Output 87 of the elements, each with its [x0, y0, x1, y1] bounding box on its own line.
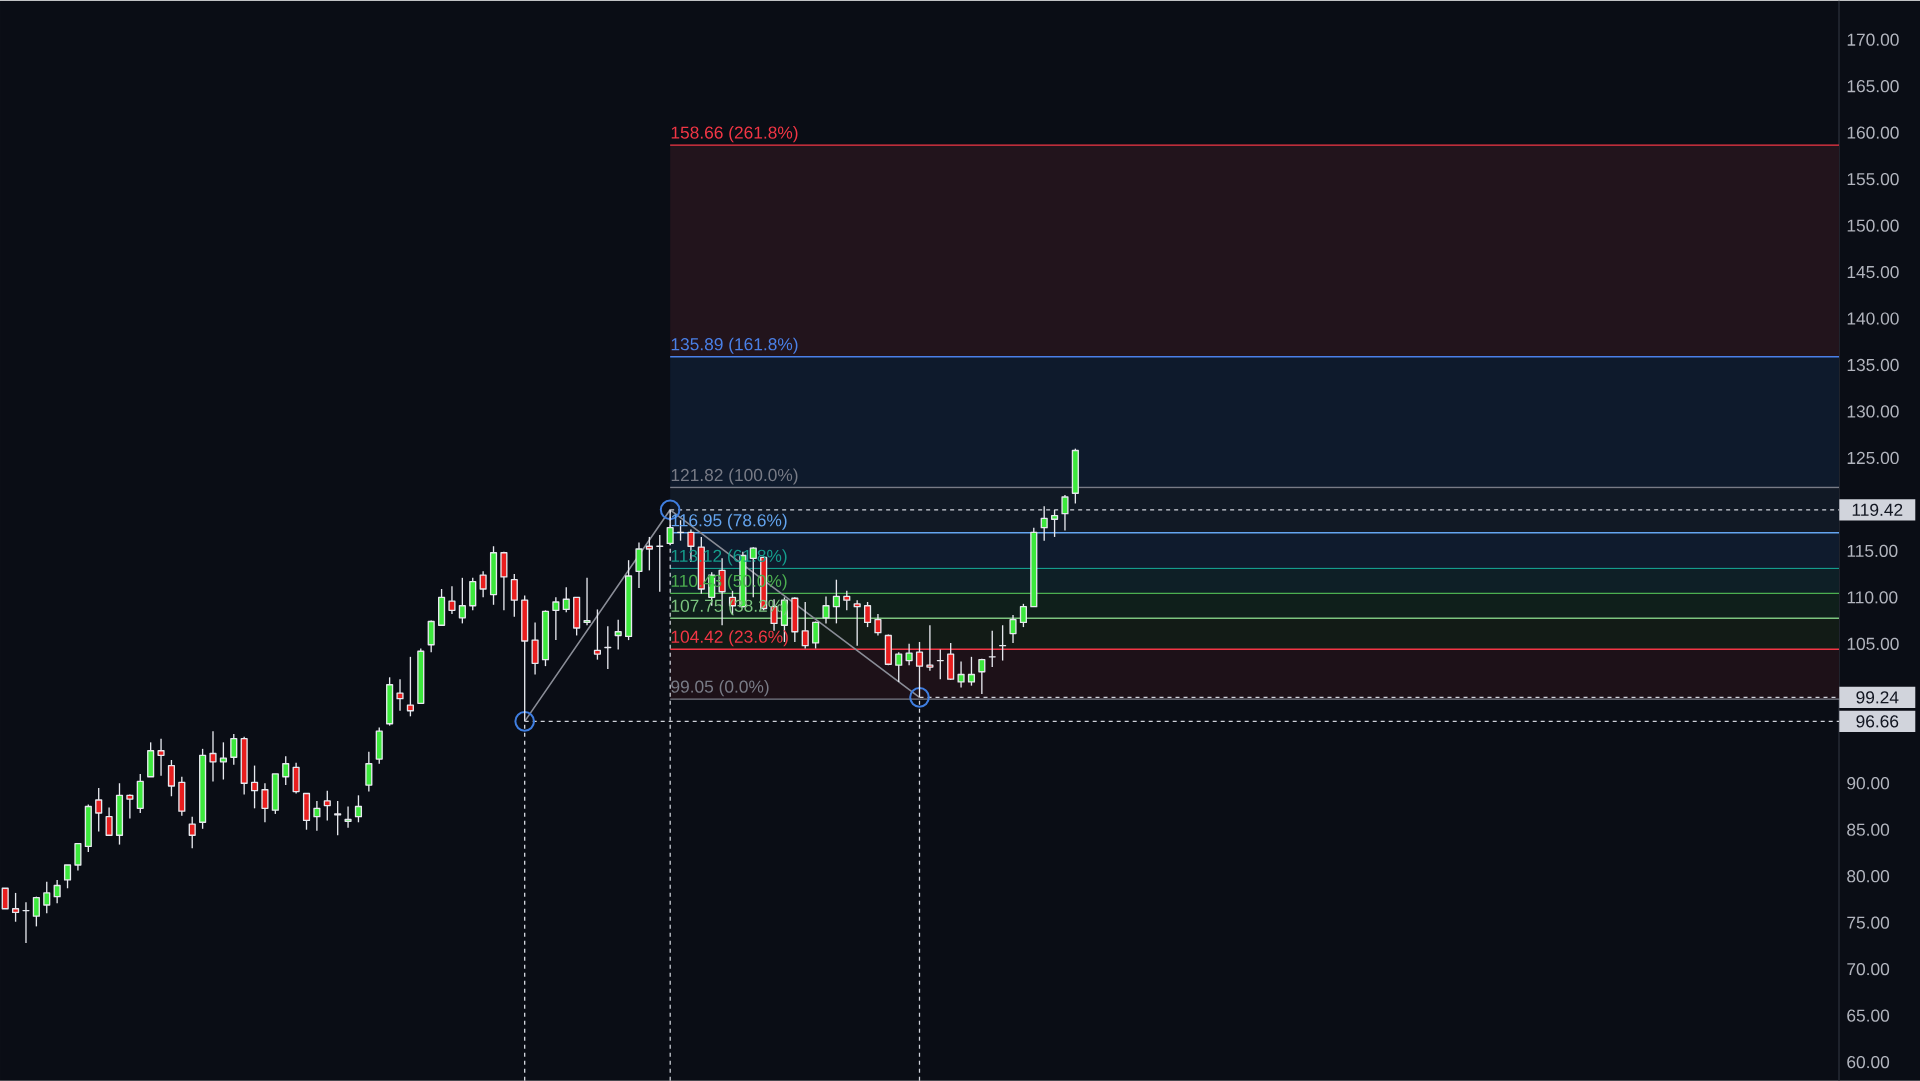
candlestick [105, 806, 113, 836]
candlestick [167, 759, 176, 797]
candlestick [1051, 509, 1059, 538]
ref-line-label: 158.66 (261.8%) [671, 125, 798, 143]
candlestick [843, 590, 851, 611]
candlestick [209, 730, 217, 782]
candlestick [448, 585, 456, 615]
candlestick [427, 619, 435, 653]
y-tick-label: 130.00 [1847, 405, 1899, 418]
y-tick-label: 170.00 [1847, 33, 1899, 46]
candlestick [957, 660, 965, 689]
y-tick-label: 80.00 [1847, 869, 1890, 883]
candlestick [801, 601, 809, 649]
candlestick [531, 621, 539, 676]
candlestick [282, 755, 290, 786]
candlestick [126, 793, 134, 820]
candlestick [895, 651, 903, 683]
ref-line-label: 99.05 (0.0%) [671, 679, 769, 697]
candlestick [365, 750, 373, 793]
ref-line-label: 104.42 (23.6%) [671, 629, 788, 647]
candlestick [853, 599, 861, 647]
candlestick [188, 815, 196, 849]
candlestick [43, 880, 51, 914]
candlestick [95, 787, 103, 833]
candlestick [12, 892, 20, 923]
candlestick [510, 573, 518, 618]
candlestick [593, 608, 601, 661]
candlestick [583, 577, 591, 626]
y-tick-label: 115.00 [1847, 544, 1898, 557]
y-tick-label: 160.00 [1847, 126, 1899, 139]
candlestick [344, 805, 352, 829]
candlestick [562, 586, 570, 613]
y-tick-label: 65.00 [1847, 1009, 1890, 1022]
candlestick [874, 613, 882, 636]
y-tick-label: 105.00 [1847, 637, 1899, 650]
candlestick [645, 536, 653, 571]
candlestick [635, 541, 643, 589]
y-tick-label: 110.00 [1847, 591, 1898, 604]
candlestick [458, 577, 466, 624]
candlestick [905, 643, 913, 666]
y-tick-label: 60.00 [1847, 1055, 1890, 1069]
candlestick [334, 800, 342, 836]
candlestick [967, 656, 976, 687]
y-tick-label: 85.00 [1847, 823, 1890, 836]
ref-line-label: 121.82 (100.0%) [671, 468, 798, 485]
candlestick [1019, 603, 1027, 628]
y-tick-label: 165.00 [1847, 79, 1899, 93]
candlestick [1061, 494, 1069, 531]
candlestick [157, 737, 165, 777]
ref-line-label: 99.24 [1856, 691, 1899, 704]
candlestick [479, 570, 487, 598]
ref-line-label: 135.89 (161.8%) [671, 337, 798, 354]
candlestick [323, 789, 331, 821]
y-tick-label: 140.00 [1847, 312, 1899, 325]
y-tick-label: 155.00 [1847, 172, 1899, 186]
candlestick [261, 782, 269, 823]
y-tick-label: 145.00 [1847, 265, 1899, 279]
y-tick-label: 135.00 [1847, 358, 1899, 371]
candlestick [915, 641, 924, 698]
candlestick [1040, 505, 1048, 542]
candlestick [1009, 614, 1017, 644]
candlestick [230, 733, 238, 766]
candlestick [832, 578, 840, 624]
candlestick [63, 864, 72, 889]
y-tick-label: 70.00 [1847, 962, 1890, 976]
candlestick [53, 879, 61, 904]
candlestick [822, 595, 830, 624]
candlestick [863, 601, 872, 628]
candlestick [552, 596, 560, 641]
candlestick [614, 618, 622, 650]
candlestick [74, 842, 82, 872]
y-tick-label: 90.00 [1847, 776, 1890, 790]
candlestick [354, 794, 363, 823]
ref-line-label: 96.66 [1856, 715, 1899, 728]
y-tick-label: 150.00 [1847, 219, 1899, 232]
candlestick [219, 741, 227, 781]
candlestick [926, 624, 934, 672]
candlestick [32, 895, 40, 927]
candlestick [978, 657, 986, 695]
y-tick-label: 125.00 [1847, 451, 1899, 464]
candlestick [250, 764, 259, 809]
y-tick-label: 75.00 [1847, 916, 1890, 929]
candlestick [1, 887, 9, 910]
candlestick [313, 800, 321, 832]
candlestick [396, 678, 404, 712]
ref-line-label: 119.42 [1852, 503, 1903, 516]
candlestick [812, 620, 820, 649]
